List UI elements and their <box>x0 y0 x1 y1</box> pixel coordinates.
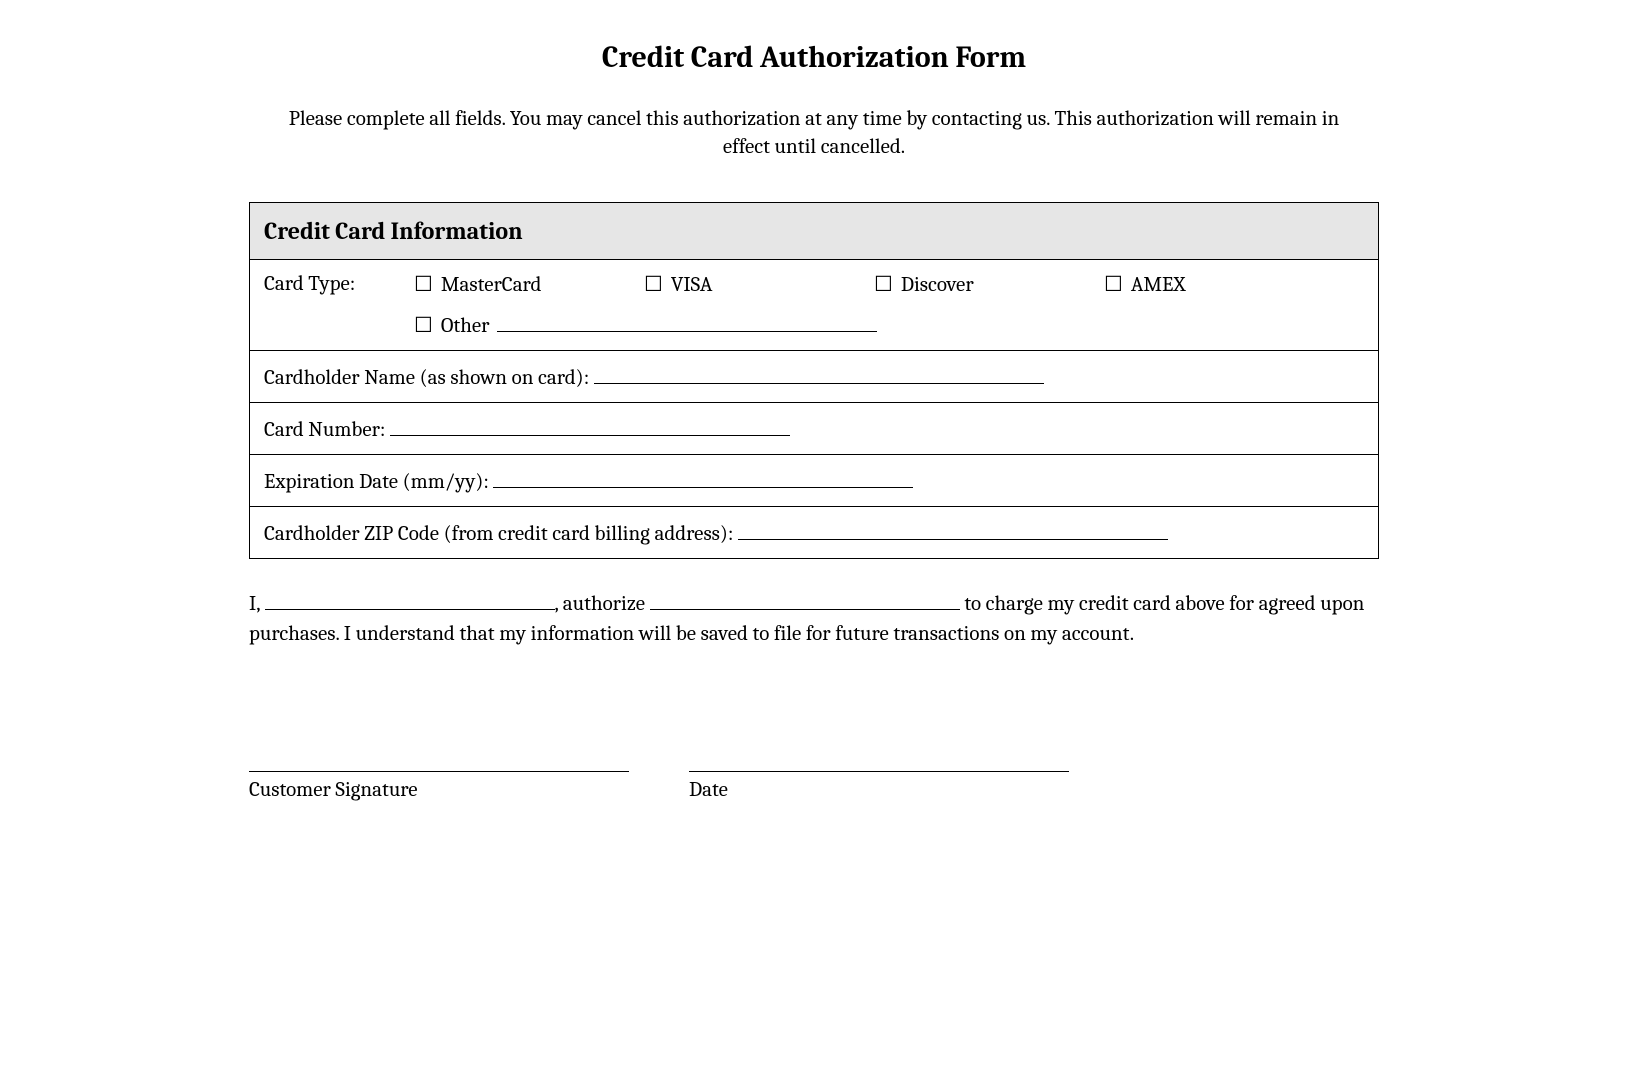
auth-merchant-line[interactable] <box>650 589 960 610</box>
intro-text: Please complete all fields. You may canc… <box>284 105 1344 162</box>
expiration-input-line[interactable] <box>493 467 913 488</box>
credit-card-table: Credit Card Information Card Type: ☐Mast… <box>249 202 1379 559</box>
card-number-row: Card Number: <box>250 402 1379 454</box>
card-type-mastercard[interactable]: ☐MasterCard <box>414 272 644 297</box>
cardholder-name-label: Cardholder Name (as shown on card): <box>264 366 589 390</box>
card-number-input-line[interactable] <box>390 415 790 436</box>
expiration-label: Expiration Date (mm/yy): <box>264 470 489 494</box>
zip-label: Cardholder ZIP Code (from credit card bi… <box>264 522 733 546</box>
card-type-visa[interactable]: ☐VISA <box>644 272 874 297</box>
zip-row: Cardholder ZIP Code (from credit card bi… <box>250 506 1379 558</box>
card-type-row: Card Type: ☐MasterCard ☐VISA ☐Discover ☐… <box>250 259 1379 350</box>
checkbox-icon: ☐ <box>414 313 433 338</box>
checkbox-icon: ☐ <box>874 272 893 297</box>
auth-name-line[interactable] <box>265 589 555 610</box>
auth-prefix: I, <box>249 592 260 616</box>
section-header: Credit Card Information <box>250 202 1379 259</box>
auth-mid1: , authorize <box>555 592 646 616</box>
other-input-line[interactable] <box>497 311 877 332</box>
card-type-discover[interactable]: ☐Discover <box>874 272 1104 297</box>
cardholder-name-row: Cardholder Name (as shown on card): <box>250 350 1379 402</box>
checkbox-icon: ☐ <box>1104 272 1123 297</box>
date-column: Date <box>689 770 1069 802</box>
signature-column: Customer Signature <box>249 770 629 802</box>
date-line[interactable] <box>689 770 1069 772</box>
checkbox-icon: ☐ <box>414 272 433 297</box>
expiration-row: Expiration Date (mm/yy): <box>250 454 1379 506</box>
card-type-options: ☐MasterCard ☐VISA ☐Discover ☐AMEX ☐Other <box>414 272 1364 338</box>
signature-line[interactable] <box>249 770 629 772</box>
checkbox-icon: ☐ <box>644 272 663 297</box>
card-type-amex[interactable]: ☐AMEX <box>1104 272 1244 297</box>
card-number-label: Card Number: <box>264 418 385 442</box>
card-type-other[interactable]: ☐Other <box>414 311 877 338</box>
zip-input-line[interactable] <box>738 519 1168 540</box>
form-title: Credit Card Authorization Form <box>249 40 1379 75</box>
form-page: Credit Card Authorization Form Please co… <box>249 40 1379 802</box>
date-label: Date <box>689 778 1069 802</box>
signature-section: Customer Signature Date <box>249 770 1379 802</box>
card-type-label: Card Type: <box>264 272 404 296</box>
authorization-paragraph: I, , authorize to charge my credit card … <box>249 589 1379 650</box>
signature-label: Customer Signature <box>249 778 629 802</box>
cardholder-name-input-line[interactable] <box>594 363 1044 384</box>
